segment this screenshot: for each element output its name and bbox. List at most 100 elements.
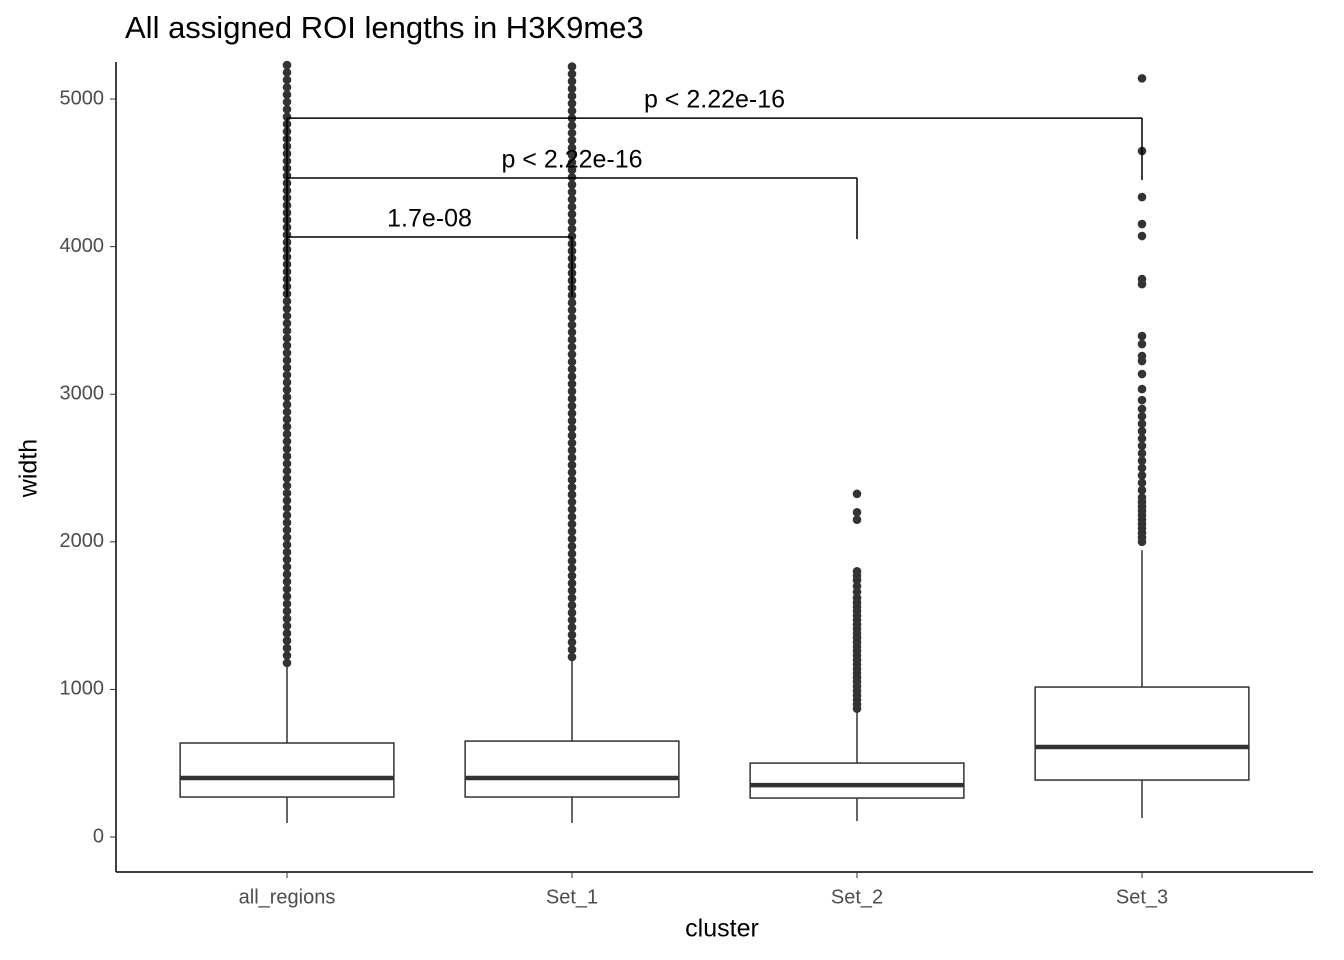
outlier [282,547,292,557]
outlier [567,158,577,167]
outlier [567,652,577,662]
outlier [567,460,577,470]
outlier [1137,463,1147,473]
outlier [282,437,292,446]
outlier [567,490,577,499]
outlier [282,606,292,616]
outlier [282,555,292,564]
outlier [567,519,577,529]
outlier [567,217,577,226]
outlier [282,82,292,92]
outlier [567,623,577,632]
outlier [1137,426,1147,436]
outlier [567,446,577,455]
p-value: 1.7e-08 [387,205,472,233]
outlier [282,415,292,424]
outlier [282,636,292,646]
outlier [567,431,577,440]
outlier [567,527,577,536]
outlier [567,313,577,322]
outlier [282,643,292,653]
y-tick-label: 3000 [60,383,105,405]
y-tick-label: 5000 [60,87,105,109]
outlier [282,326,292,336]
outlier [282,540,292,550]
outlier [567,335,577,344]
outlier [1137,339,1147,349]
outlier [567,165,577,175]
y-tick-label: 2000 [60,530,105,552]
outlier [567,637,577,647]
outlier [282,570,292,579]
outlier [282,363,292,372]
outlier [567,106,577,116]
outlier [282,518,292,527]
outlier [282,378,292,387]
outlier [282,355,292,365]
outlier [567,180,577,189]
outlier [282,599,292,609]
box [464,740,680,798]
y-axis-label: width [15,439,43,498]
outlier [567,615,577,625]
outlier [282,525,292,535]
outlier [567,136,577,145]
outlier [282,105,292,114]
outlier [282,97,292,107]
outlier [282,75,292,85]
outlier [567,571,577,581]
x-tick-label: Set_1 [546,886,598,908]
x-axis-label: cluster [685,915,759,943]
outlier [282,400,292,409]
outlier [567,468,577,477]
outlier [1137,231,1147,241]
outlier [1137,369,1147,379]
outlier [567,327,577,337]
outlier [282,392,292,402]
outlier [282,533,292,542]
outlier [1137,219,1147,229]
outlier [567,305,577,315]
outlier [567,386,577,396]
outlier [567,195,577,204]
outlier [567,320,577,330]
outlier [567,645,577,654]
outlier [282,333,292,343]
outlier [282,90,292,99]
outlier [852,489,862,499]
box [179,742,395,798]
outlier [567,350,577,359]
outlier [1137,412,1147,421]
x-tick-label: Set_2 [831,886,883,908]
outlier [567,593,577,603]
outlier [852,515,862,524]
outlier [1137,478,1147,488]
outlier [567,84,577,94]
outlier [282,385,292,395]
outlier [1137,74,1147,83]
outlier [282,614,292,623]
outlier [567,505,577,514]
outlier [282,319,292,328]
outlier [567,541,577,551]
outlier [567,209,577,219]
outlier [1137,485,1147,495]
outlier [567,202,577,212]
outlier [1137,441,1147,451]
outlier [567,69,577,79]
outlier [1137,274,1147,284]
outlier [282,348,292,358]
outlier [567,549,577,558]
outlier [1137,395,1147,405]
outlier [567,298,577,308]
outlier [282,474,292,483]
outlier [852,567,862,576]
outlier [567,357,577,367]
box [1034,686,1250,781]
outlier [567,409,577,418]
outlier [567,438,577,448]
outlier [1137,493,1147,502]
outlier [1137,434,1147,443]
outlier [852,581,862,591]
p-value: p < 2.22e-16 [644,86,785,114]
